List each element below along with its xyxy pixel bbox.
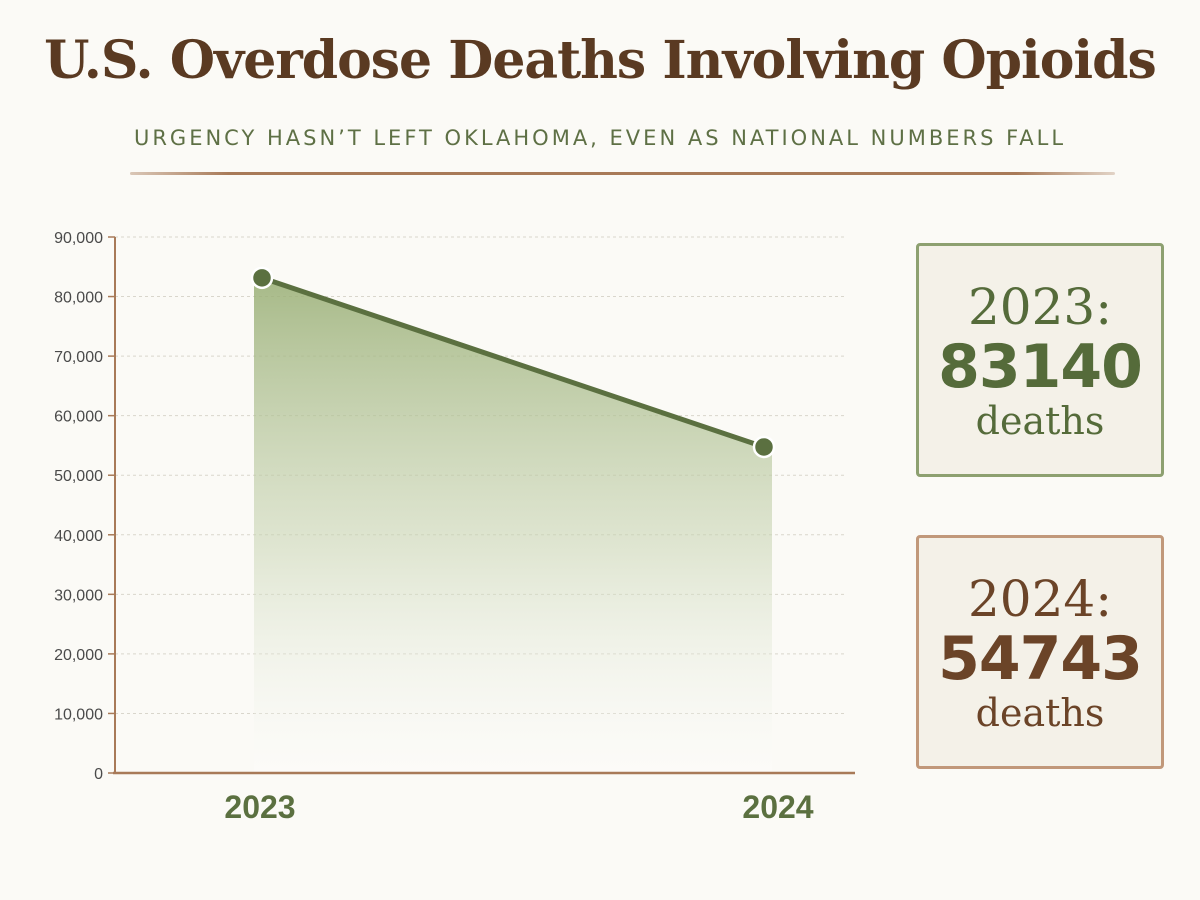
x-tick-label: 2024 (742, 789, 813, 825)
x-axis-ticks: 2023 2024 (224, 789, 813, 825)
area-shape (254, 277, 772, 773)
area-chart: 0 10,000 20,000 30,000 40,000 50,000 60,000 70,… (54, 230, 855, 825)
data-point (752, 435, 776, 459)
stat-card-2024: 2024: 54743 deaths (916, 535, 1164, 769)
stat-card-year: 2024: (967, 570, 1113, 628)
x-tick-label: 2023 (224, 789, 295, 825)
y-axis-ticks: 0 10,000 20,000 30,000 40,000 50,000 60,000 70,… (54, 230, 115, 783)
y-tick-label: 60,000 (54, 409, 103, 426)
y-tick-label: 0 (94, 766, 103, 783)
stat-card-year: 2023: (967, 278, 1113, 336)
axes (113, 237, 855, 775)
title-divider (130, 172, 1115, 175)
stat-card-unit: deaths (975, 691, 1105, 735)
y-tick-label: 50,000 (54, 468, 103, 485)
y-tick-label: 80,000 (54, 290, 103, 307)
stat-card-value: 54743 (938, 624, 1143, 694)
y-tick-label: 70,000 (54, 349, 103, 366)
page-subtitle: URGENCY HASN’T LEFT OKLAHOMA, EVEN AS NA… (133, 126, 1067, 150)
y-tick-label: 10,000 (54, 706, 103, 723)
y-tick-label: 20,000 (54, 647, 103, 664)
stat-card-value: 83140 (938, 332, 1143, 402)
series-line (259, 275, 767, 450)
stat-card-unit: deaths (975, 399, 1105, 443)
y-tick-label: 30,000 (54, 587, 103, 604)
stat-card-2023: 2023: 83140 deaths (916, 243, 1164, 477)
page-title: U.S. Overdose Deaths Involving Opioids (44, 30, 1157, 91)
data-points (250, 266, 776, 459)
y-tick-label: 40,000 (54, 528, 103, 545)
series-line-segment (259, 275, 767, 450)
area-fill (254, 277, 772, 773)
data-point (250, 266, 274, 290)
y-tick-label: 90,000 (54, 230, 103, 247)
